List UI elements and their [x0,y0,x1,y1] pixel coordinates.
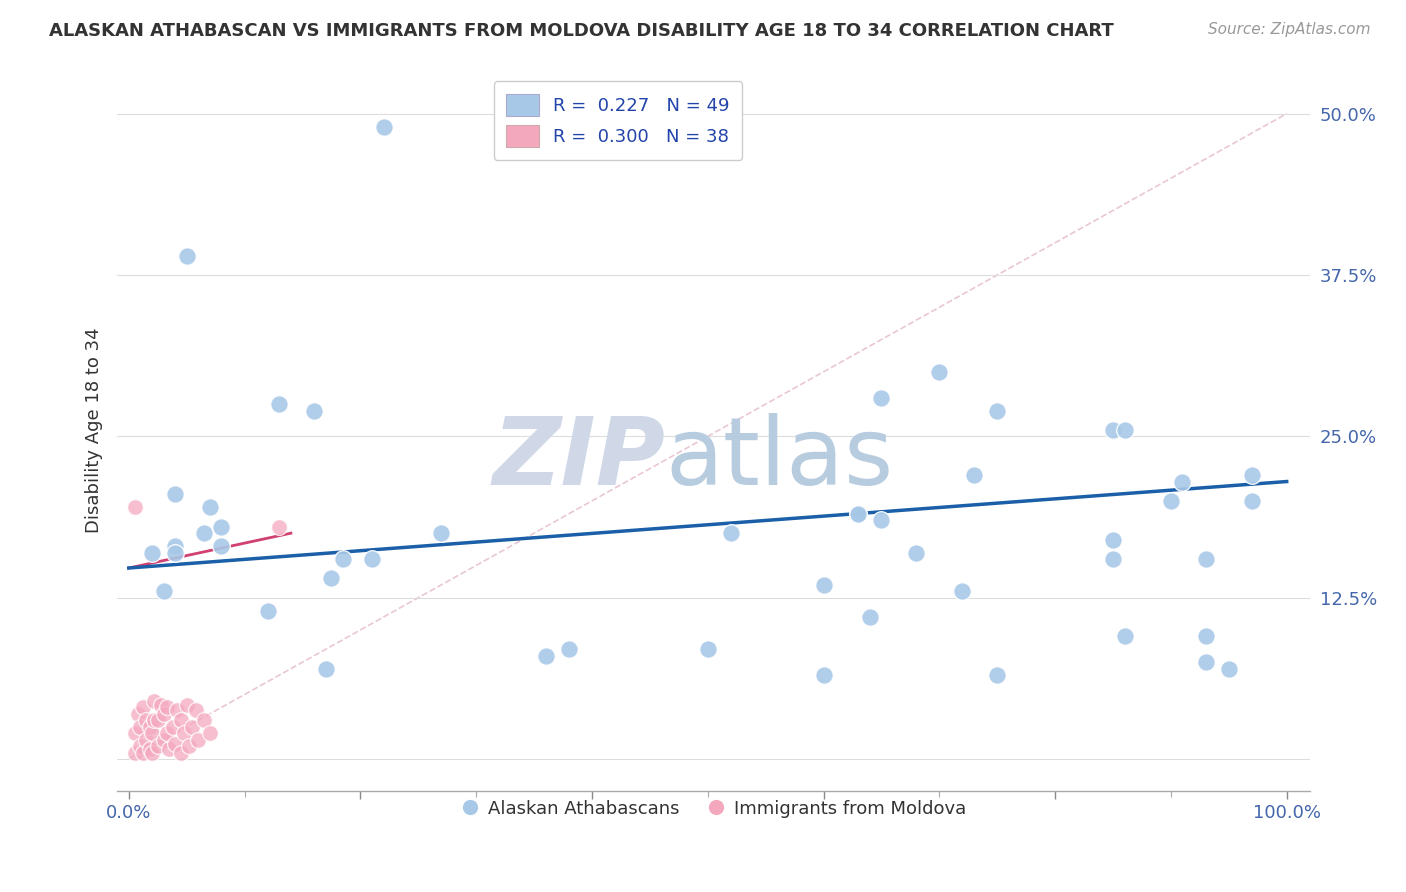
Point [905,545,928,559]
Point [124,500,146,515]
Text: atlas: atlas [666,413,894,505]
Point [952,584,974,599]
Legend: Alaskan Athabascans, Immigrants from Moldova: Alaskan Athabascans, Immigrants from Mol… [454,792,973,826]
Point [150,698,173,712]
Point [141,726,163,740]
Point [1102,423,1125,437]
Point [170,714,193,728]
Point [1218,662,1240,676]
Point [558,642,581,657]
Point [846,507,869,521]
Point [193,714,215,728]
Point [165,539,187,553]
Point [332,552,354,566]
Point [193,526,215,541]
Point [1194,629,1216,643]
Point [209,539,232,553]
Point [141,545,163,559]
Text: ALASKAN ATHABASCAN VS IMMIGRANTS FROM MOLDOVA DISABILITY AGE 18 TO 34 CORRELATIO: ALASKAN ATHABASCAN VS IMMIGRANTS FROM MO… [49,22,1114,40]
Point [176,698,198,712]
Point [156,700,179,714]
Point [138,741,160,756]
Point [315,662,337,676]
Point [813,668,835,682]
Y-axis label: Disability Age 18 to 34: Disability Age 18 to 34 [86,327,103,533]
Point [1160,494,1182,508]
Point [256,604,278,618]
Point [361,552,384,566]
Point [986,403,1008,417]
Point [131,746,153,760]
Point [177,739,200,753]
Point [129,739,152,753]
Point [165,545,187,559]
Point [131,700,153,714]
Point [1102,552,1125,566]
Point [162,720,184,734]
Point [184,703,207,717]
Point [534,648,557,663]
Point [859,610,882,624]
Point [198,500,221,515]
Point [143,694,166,708]
Point [181,720,204,734]
Text: Source: ZipAtlas.com: Source: ZipAtlas.com [1208,22,1371,37]
Point [430,526,453,541]
Point [173,726,195,740]
Point [166,703,188,717]
Point [170,746,193,760]
Text: ZIP: ZIP [494,413,666,505]
Point [269,519,291,533]
Point [870,513,893,527]
Point [302,403,325,417]
Point [720,526,742,541]
Point [1171,475,1194,489]
Point [124,726,146,740]
Point [813,578,835,592]
Point [165,487,187,501]
Point [269,397,291,411]
Point [127,706,149,721]
Point [135,732,157,747]
Point [187,732,209,747]
Point [138,720,160,734]
Point [129,720,152,734]
Point [176,249,198,263]
Point [696,642,718,657]
Point [963,468,986,483]
Point [152,584,174,599]
Point [198,726,221,740]
Point [143,714,166,728]
Point [321,571,343,585]
Point [1102,533,1125,547]
Point [928,365,950,379]
Point [124,746,146,760]
Point [135,714,157,728]
Point [152,706,174,721]
Point [141,746,163,760]
Point [1194,655,1216,669]
Point [1194,552,1216,566]
Point [156,726,179,740]
Point [1240,494,1263,508]
Point [1240,468,1263,483]
Point [165,737,187,751]
Point [152,732,174,747]
Point [146,714,169,728]
Point [373,120,395,134]
Point [146,739,169,753]
Point [1114,423,1136,437]
Point [986,668,1008,682]
Point [870,391,893,405]
Point [157,741,180,756]
Point [1114,629,1136,643]
Point [846,507,869,521]
Point [209,519,232,533]
